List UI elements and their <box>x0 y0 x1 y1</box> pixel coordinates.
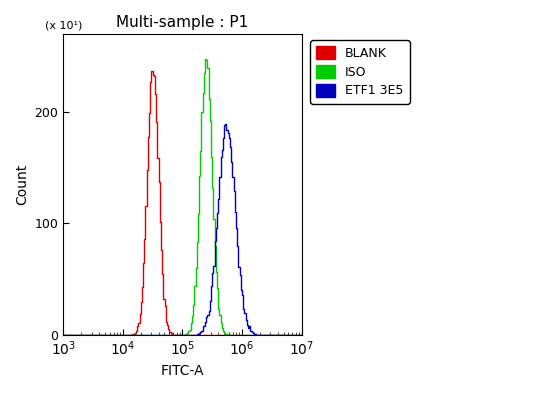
Text: (x 10¹): (x 10¹) <box>45 21 83 31</box>
Y-axis label: Count: Count <box>15 164 29 205</box>
Legend: BLANK, ISO, ETF1 3E5: BLANK, ISO, ETF1 3E5 <box>310 40 410 104</box>
X-axis label: FITC-A: FITC-A <box>161 364 204 378</box>
Title: Multi-sample : P1: Multi-sample : P1 <box>117 15 248 30</box>
